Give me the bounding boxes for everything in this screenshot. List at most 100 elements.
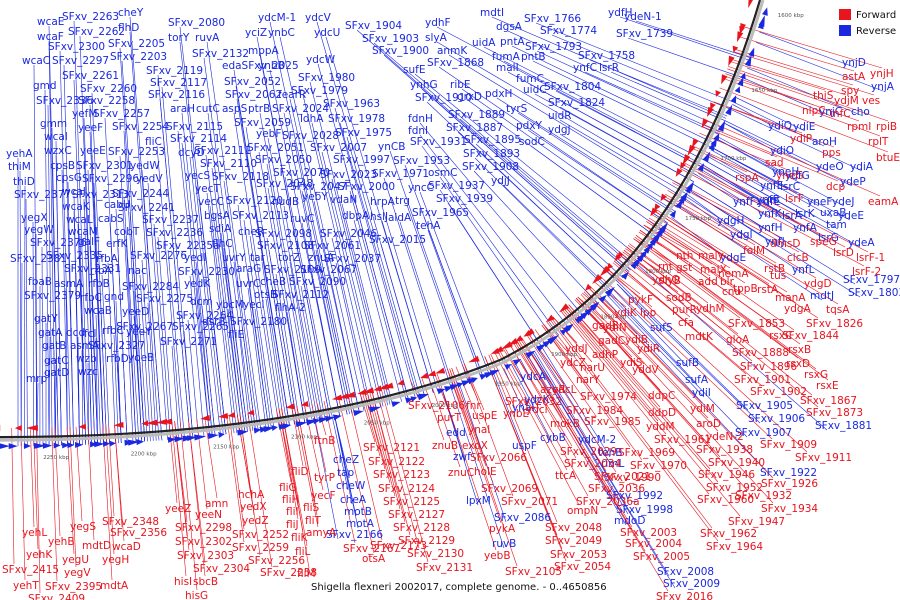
leader-line (36, 427, 41, 594)
reverse-gene-label: dcm (190, 296, 213, 308)
forward-gene-label: znuC (448, 467, 474, 479)
reverse-gene-label: SFxv_2257 (93, 108, 150, 120)
forward-gene-label: yegV (64, 567, 91, 579)
leader-line (459, 118, 634, 267)
forward-gene-arrow (357, 389, 368, 395)
leader-line (249, 235, 280, 428)
reverse-gene-arrow (391, 401, 401, 408)
reverse-gene-label: ynCB (378, 141, 405, 153)
leader-line (707, 156, 839, 230)
forward-gene-arrow (675, 167, 683, 177)
leader-line (275, 273, 300, 424)
forward-gene-label: SFxv_1873 (806, 407, 863, 419)
leader-line (414, 73, 641, 259)
reverse-gene-label: SFxv_2376 (30, 237, 87, 249)
forward-gene-arrow (525, 328, 535, 336)
reverse-gene-arrow (295, 421, 308, 428)
reverse-gene-label: SFxv_2015 (369, 234, 426, 246)
forward-gene-label: SFxv_2356 (110, 527, 167, 539)
forward-gene-label: purT (437, 412, 462, 424)
leader-line (247, 413, 273, 568)
forward-gene-label: SFxv_1952 (706, 482, 763, 494)
forward-gene-arrow (592, 274, 603, 285)
reverse-gene-label: fearR (278, 89, 306, 101)
reverse-gene-label: SFxv_2381 (10, 253, 67, 265)
reverse-gene-label: wcaK (62, 201, 91, 213)
reverse-gene-arrow (710, 138, 717, 147)
forward-gene-label: SFxv_2125 (383, 496, 440, 508)
leader-line (153, 223, 171, 440)
reverse-gene-label: ydcA (520, 371, 547, 383)
reverse-gene-label: znuA (308, 252, 335, 264)
reverse-gene-arrow (89, 441, 98, 448)
reverse-gene-label: ydjJ (491, 175, 510, 187)
reverse-gene-label: flhC (212, 238, 233, 250)
forward-gene-label: amn (205, 498, 228, 510)
forward-gene-label: SFxv_2252 (232, 529, 289, 541)
leader-line (171, 345, 180, 439)
leader-line (121, 60, 148, 442)
reverse-gene-label: SFxv_2111 (194, 145, 251, 157)
reverse-gene-label: tam (826, 219, 847, 231)
reverse-gene-label: SFxv_2284 (122, 281, 179, 293)
leader-line (335, 262, 370, 410)
forward-gene-label: SFxv_2106 (408, 400, 465, 412)
reverse-gene-label: ydeO (816, 161, 844, 173)
leader-line (543, 323, 573, 358)
leader-line (101, 274, 110, 444)
reverse-gene-label: SFxv_1889 (448, 109, 505, 121)
reverse-gene-label: fbaB (28, 276, 52, 288)
legend: Forward Reverse (839, 9, 896, 37)
reverse-gene-label: wzb (76, 353, 97, 365)
leader-line (496, 97, 676, 212)
leader-line (633, 238, 671, 262)
leader-line (521, 337, 607, 472)
forward-gene-label: mdtK (685, 331, 714, 343)
forward-gene-label: ttcA (555, 470, 577, 482)
leader-line (36, 382, 39, 446)
forward-gene-arrow (300, 400, 309, 407)
reverse-gene-label: SFxv_2000 (338, 181, 395, 193)
leader-line (109, 222, 122, 444)
forward-gene-arrow (490, 348, 500, 354)
leader-line (427, 229, 481, 378)
reverse-gene-label: ydcM-2 (578, 434, 616, 446)
forward-gene-label: fliI (286, 506, 299, 518)
leader-line (742, 26, 883, 69)
leader-line (705, 119, 881, 197)
reverse-gene-label: ydgE (720, 252, 746, 264)
reverse-gene-label: SFxv_1895 (464, 134, 521, 146)
leader-line (159, 98, 191, 438)
forward-gene-label: SFxv_2348 (102, 516, 159, 528)
leader-line (680, 168, 865, 267)
leader-line (692, 145, 798, 194)
forward-gene-label: cfa (678, 317, 694, 329)
leader-line (616, 257, 691, 318)
forward-gene-label: SFxv_1947 (728, 516, 785, 528)
reverse-gene-label: araG (236, 263, 261, 275)
leader-line (89, 375, 92, 445)
forward-gene-label: mdtA (100, 580, 129, 592)
leader-line (95, 314, 101, 445)
forward-gene-label: yegU (62, 554, 89, 566)
leader-line (309, 81, 391, 405)
leader-line (59, 50, 71, 446)
reverse-gene-label: fliC (145, 136, 162, 148)
reverse-gene-label: ydfH (608, 7, 632, 19)
reverse-gene-arrow (744, 55, 752, 67)
leader-line (266, 163, 313, 422)
reverse-gene-arrow (713, 133, 720, 142)
forward-gene-label: purR (672, 304, 697, 316)
reverse-gene-arrow (418, 393, 430, 400)
reverse-gene-label: ydeJ (832, 196, 854, 208)
reverse-gene-label: SFxv_2166 (326, 529, 383, 541)
forward-gene-label: ddpC (648, 390, 675, 402)
reverse-gene-label: cutC (196, 103, 220, 115)
reverse-gene-arrow (369, 406, 382, 413)
leader-line (449, 368, 518, 567)
reverse-gene-label: SFxv_2301 (76, 160, 133, 172)
reverse-gene-arrow (238, 429, 249, 436)
reverse-gene-label: wcaB (84, 305, 112, 317)
